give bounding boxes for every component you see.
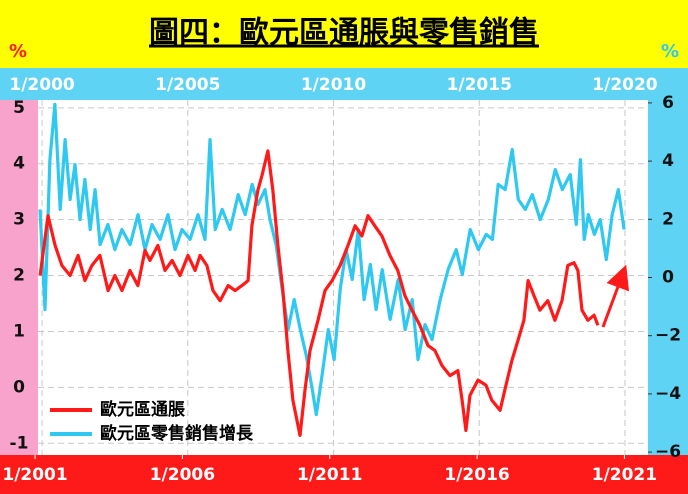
bottom-axis-band [0,455,688,494]
x2-tick-label: 1/2011 [297,465,362,485]
y2-tick-label: −4 [655,384,681,404]
x-tick-label: 1/2005 [155,75,220,95]
x2-tick-label: 1/2021 [592,465,657,485]
y2-tick-label: −6 [655,442,681,462]
legend-label: 歐元區通脹 [100,399,185,420]
y-tick-label: 5 [13,98,25,118]
x-tick-label: 1/2015 [447,75,512,95]
right-axis-band [648,100,688,455]
y2-tick-label: 4 [662,151,674,171]
left-axis-band [0,100,38,455]
series-line [38,102,626,417]
x-tick-label: 1/2020 [592,75,658,95]
y2-tick-label: 0 [662,268,674,288]
title-band [0,0,688,68]
y-tick-label: 0 [13,377,25,397]
x-tick-label: 1/2010 [301,75,367,95]
trend-arrow [601,264,630,328]
chart-title: 圖四：歐元區通脹與零售銷售 [149,16,539,51]
y-tick-label: 2 [13,266,25,286]
y2-tick-label: 6 [662,93,674,113]
y-tick-label: 1 [13,321,25,341]
series-line [38,149,600,437]
x2-tick-label: 1/2016 [444,465,509,485]
y2-axis-label: % [661,41,679,62]
y2-tick-label: 2 [662,209,674,229]
y-axis-label: % [9,41,27,62]
x2-tick-label: 1/2006 [150,465,215,485]
y-tick-label: 4 [13,154,25,174]
x2-tick-label: 1/2001 [2,465,67,485]
y-tick-label: 3 [13,210,25,230]
top-axis-band [0,68,688,100]
y-tick-label: -1 [10,433,29,453]
plot [38,102,626,437]
x-tick-label: 1/2000 [9,75,75,95]
y2-tick-label: −2 [655,326,681,346]
legend-label: 歐元區零售銷售增長 [100,423,254,444]
